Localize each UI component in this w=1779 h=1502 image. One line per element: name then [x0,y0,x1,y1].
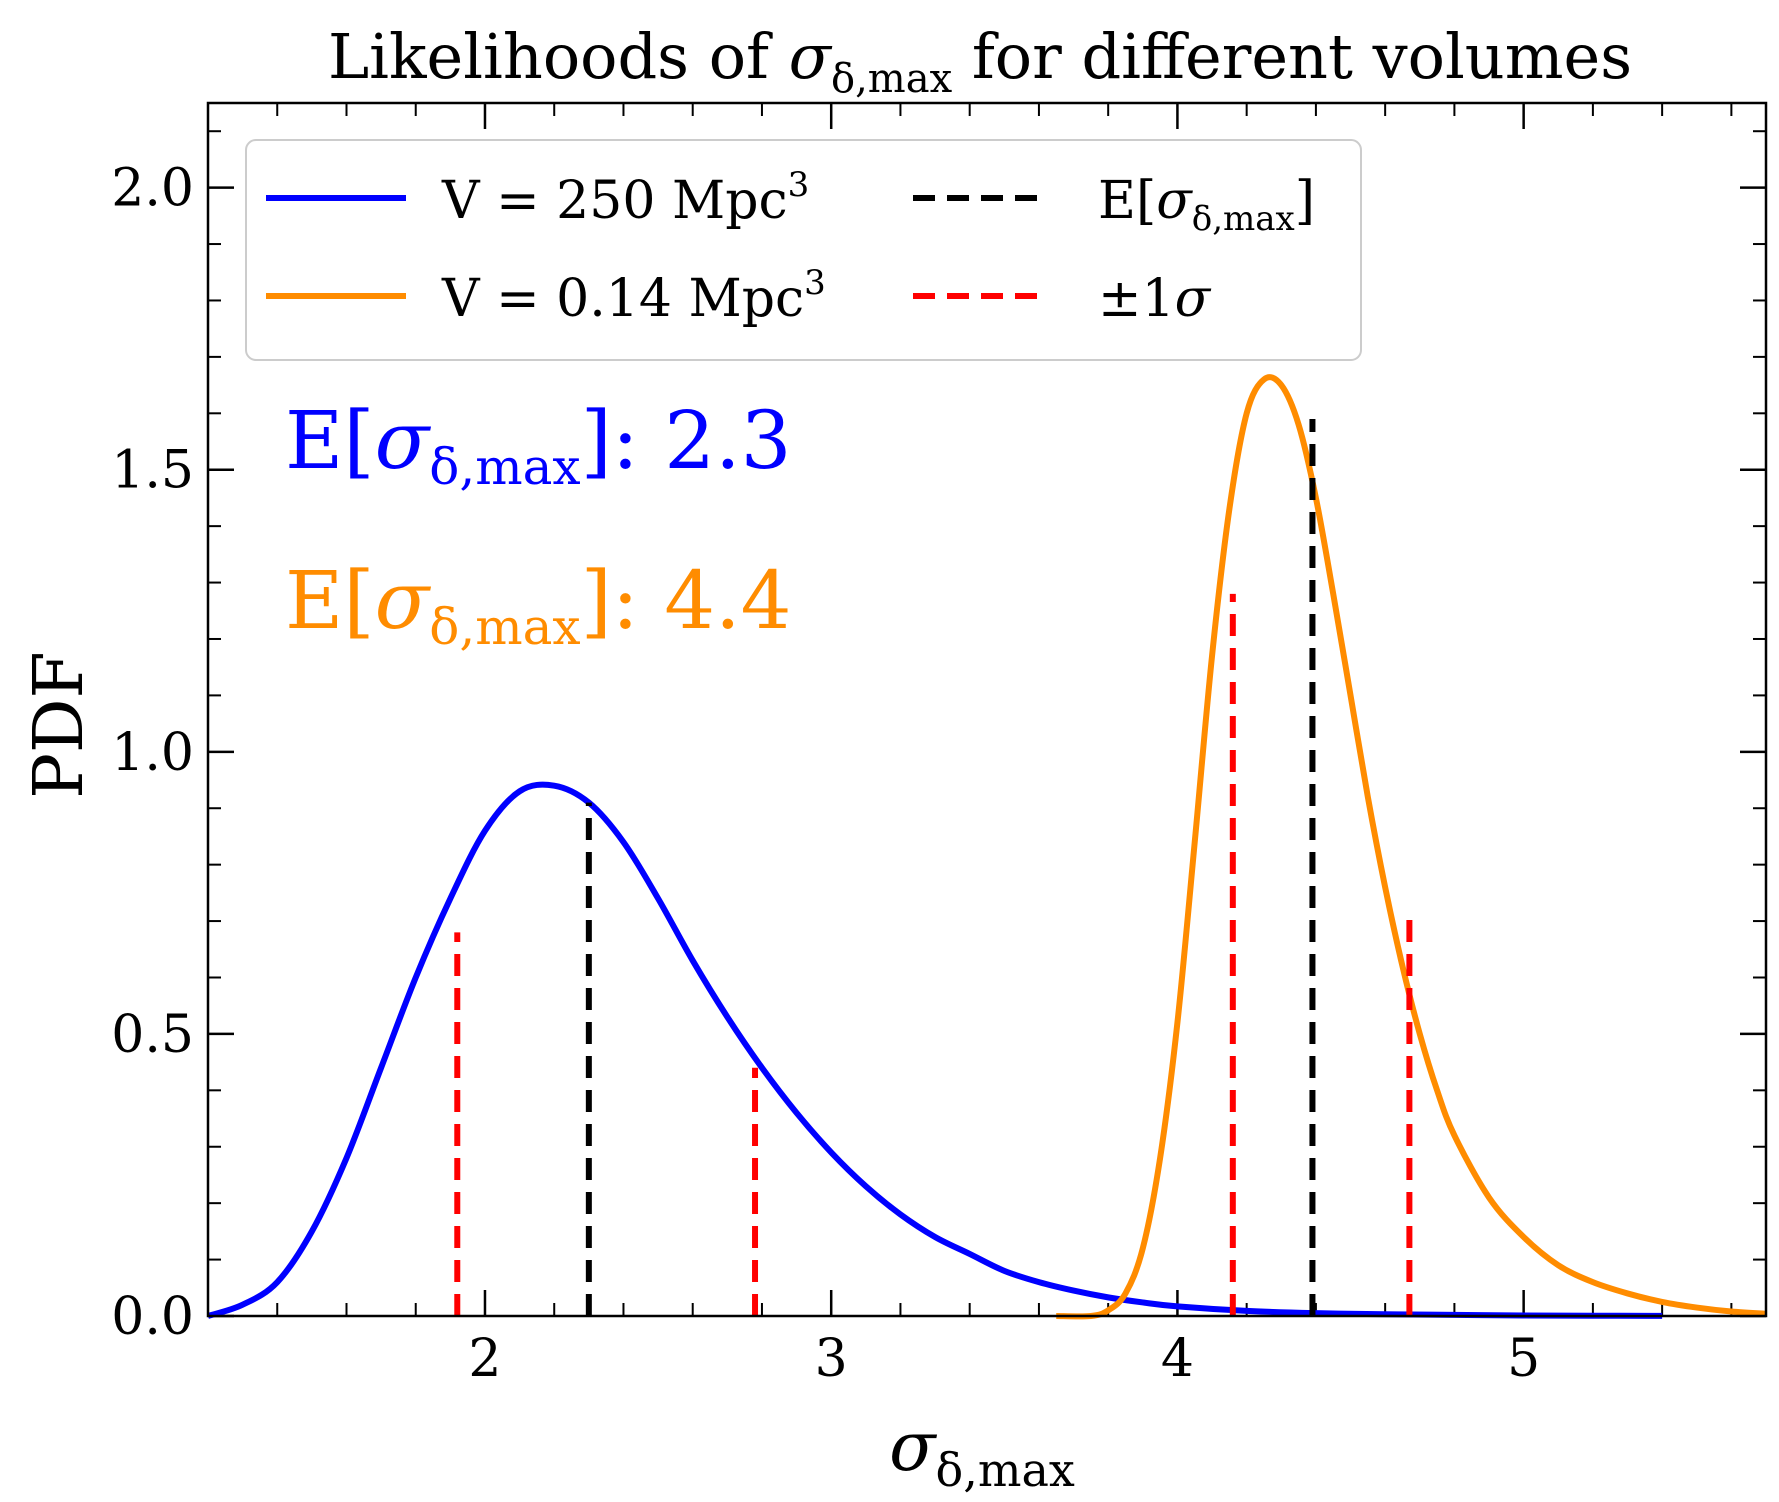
annotation-mean-250-pre: E[ [285,394,375,487]
legend-label-sigma: ±1σ [1098,269,1212,329]
plot-area: 2 3 4 5 0.0 0.5 1.0 1.5 2.0 [111,101,1768,1389]
legend-label-014: V = 0.14 Mpc3 [441,263,826,329]
chart-title-pre: Likelihoods of [328,20,789,93]
legend-label-014-sup: 3 [804,263,826,303]
chart-title: Likelihoods of σδ,max for different volu… [328,20,1632,102]
x-axis-label: σδ,max [889,1408,1075,1497]
legend-label-250-sup: 3 [788,165,810,205]
y-tick-label: 0.5 [111,1005,194,1065]
annotation-mean-250-subscript: δ,max [429,438,580,496]
legend-label-mean-subscript: δ,max [1192,199,1295,239]
legend-label-250-text: V = 250 Mpc [441,171,788,231]
legend-label-mean-post: ] [1295,171,1315,231]
annotation-mean-014-symbol: σ [375,554,432,647]
legend-label-sigma-symbol: σ [1175,269,1212,329]
x-tick-label: 4 [1161,1329,1194,1389]
legend-label-sigma-pre: ±1 [1098,269,1175,329]
legend-label-mean-pre: E[ [1098,171,1156,231]
series-line-014 [1056,374,1767,1320]
annotation-mean-014-post: ]: 4.4 [581,554,792,647]
annotation-mean-250-symbol: σ [375,394,432,487]
legend-label-014-text: V = 0.14 Mpc [441,269,804,329]
chart-title-subscript: δ,max [831,56,953,102]
x-axis-label-symbol: σ [889,1408,937,1487]
y-tick-label: 2.0 [111,159,194,219]
legend-label-mean-symbol: σ [1156,171,1193,231]
y-tick-label: 0.0 [111,1287,194,1347]
chart-title-post: for different volumes [952,20,1632,93]
y-tick-label: 1.0 [111,723,194,783]
plot-frame [206,101,1768,1318]
legend-label-250: V = 250 Mpc3 [441,165,809,231]
y-axis-label: PDF [20,651,99,798]
legend-label-mean: E[σδ,max] [1098,171,1315,239]
annotation-mean-014-pre: E[ [285,554,375,647]
chart-title-symbol: σ [789,20,833,93]
annotation-mean-014: E[σδ,max]: 4.4 [285,554,791,656]
annotation-mean-250-post: ]: 2.3 [581,394,792,487]
x-tick-label: 3 [815,1329,848,1389]
y-tick-label: 1.5 [111,441,194,501]
x-tick-label: 5 [1507,1329,1540,1389]
x-tick-label: 2 [468,1329,501,1389]
legend-frame [245,139,1362,361]
marker-layer [454,418,1413,1316]
tick-layer: 2 3 4 5 0.0 0.5 1.0 1.5 2.0 [111,103,1766,1389]
x-axis-label-subscript: δ,max [936,1443,1075,1497]
annotation-mean-014-subscript: δ,max [429,598,580,656]
legend: V = 250 Mpc3 V = 0.14 Mpc3 E[σδ,max] ±1σ [245,139,1362,361]
series-layer [207,374,1767,1320]
annotation-mean-250: E[σδ,max]: 2.3 [285,394,791,496]
series-line-250 [207,781,1663,1319]
